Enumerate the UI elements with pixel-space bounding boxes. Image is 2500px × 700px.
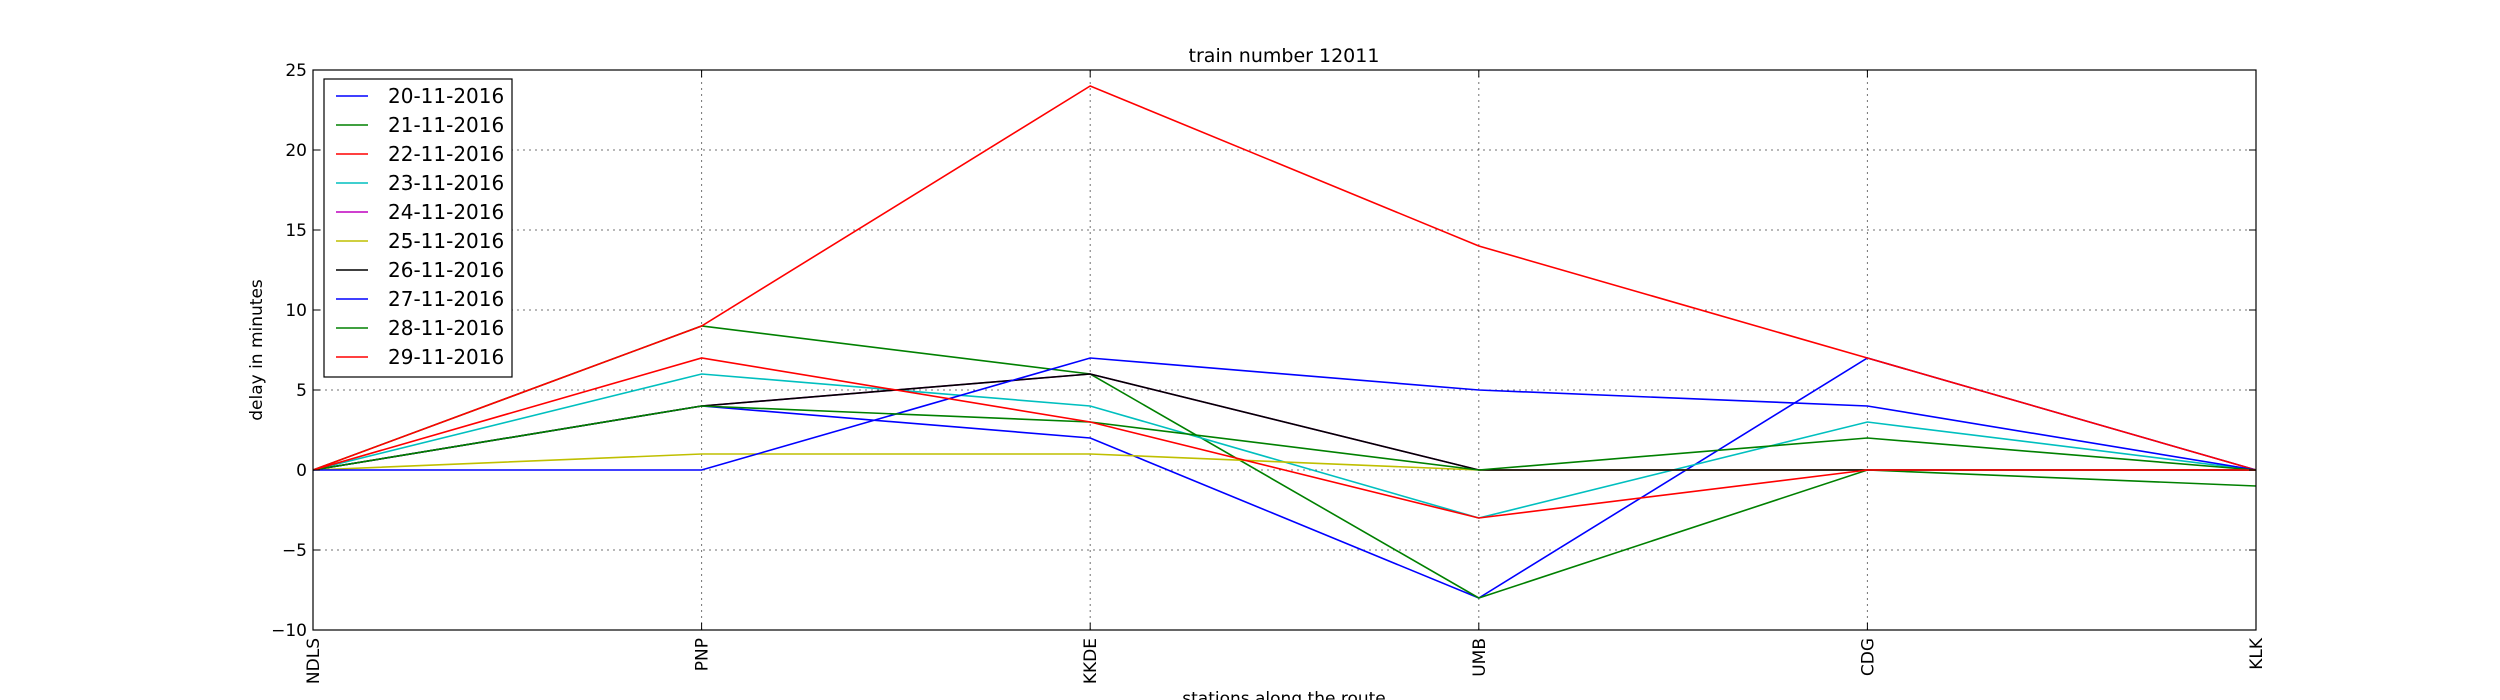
y-tick-label: 0 bbox=[296, 461, 307, 481]
legend-label: 21-11-2016 bbox=[388, 113, 504, 137]
plot-area-background bbox=[313, 70, 2256, 630]
legend-label: 23-11-2016 bbox=[388, 171, 504, 195]
series-line-29-11-2016 bbox=[312, 357, 2256, 519]
series-line-22-11-2016 bbox=[312, 85, 2257, 471]
legend: 20-11-2016 21-11-2016 22-11-2016 23-11-2016… bbox=[323, 78, 513, 378]
series-lines bbox=[312, 85, 2257, 599]
x-tick-label: KLK bbox=[2247, 637, 2267, 670]
x-tick-label: UMB bbox=[1470, 638, 1490, 677]
y-tick-label: 5 bbox=[296, 381, 307, 401]
series-line-28-11-2016 bbox=[312, 405, 2257, 471]
y-tick-label: 25 bbox=[285, 61, 307, 81]
legend-items: 20-11-2016 21-11-2016 22-11-2016 23-11-2016… bbox=[336, 84, 504, 369]
legend-label: 20-11-2016 bbox=[388, 84, 504, 108]
x-axis-title: stations along the route bbox=[1182, 689, 1386, 700]
legend-label: 26-11-2016 bbox=[388, 258, 504, 282]
legend-label: 28-11-2016 bbox=[388, 316, 504, 340]
y-axis-title: delay in minutes bbox=[247, 279, 267, 421]
x-tick-labels: NDLS PNP KKDE UMB CDG KLK bbox=[304, 637, 2267, 684]
legend-label: 22-11-2016 bbox=[388, 142, 504, 166]
legend-label: 25-11-2016 bbox=[388, 229, 504, 253]
y-tick-label: 15 bbox=[285, 221, 307, 241]
legend-label: 29-11-2016 bbox=[388, 345, 504, 369]
x-tick-label: CDG bbox=[1858, 638, 1878, 676]
plot-frame bbox=[312, 69, 2257, 631]
y-tick-label: 20 bbox=[285, 141, 307, 161]
x-tick-label: KKDE bbox=[1081, 638, 1101, 684]
y-tick-labels: −10 −5 0 5 10 15 20 25 bbox=[271, 61, 307, 641]
legend-label: 27-11-2016 bbox=[388, 287, 504, 311]
x-tick-label: PNP bbox=[693, 638, 713, 671]
x-tick-label: NDLS bbox=[304, 638, 324, 684]
axis-ticks bbox=[312, 69, 2257, 631]
y-tick-label: 10 bbox=[285, 301, 307, 321]
y-tick-label: −10 bbox=[271, 621, 307, 641]
legend-label: 24-11-2016 bbox=[388, 200, 504, 224]
y-tick-label: −5 bbox=[282, 541, 307, 561]
chart-title: train number 12011 bbox=[1189, 45, 1380, 67]
series-line-27-11-2016 bbox=[313, 357, 2257, 471]
